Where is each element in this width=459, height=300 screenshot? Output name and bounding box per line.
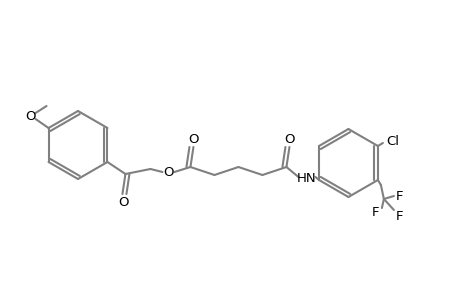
Text: F: F xyxy=(395,211,403,224)
Text: Cl: Cl xyxy=(386,134,398,148)
Text: F: F xyxy=(395,190,403,202)
Text: O: O xyxy=(284,133,294,146)
Text: O: O xyxy=(118,196,129,208)
Text: O: O xyxy=(25,110,36,122)
Text: O: O xyxy=(188,133,198,146)
Text: O: O xyxy=(163,166,174,178)
Text: F: F xyxy=(371,206,379,220)
Text: HN: HN xyxy=(296,172,316,185)
